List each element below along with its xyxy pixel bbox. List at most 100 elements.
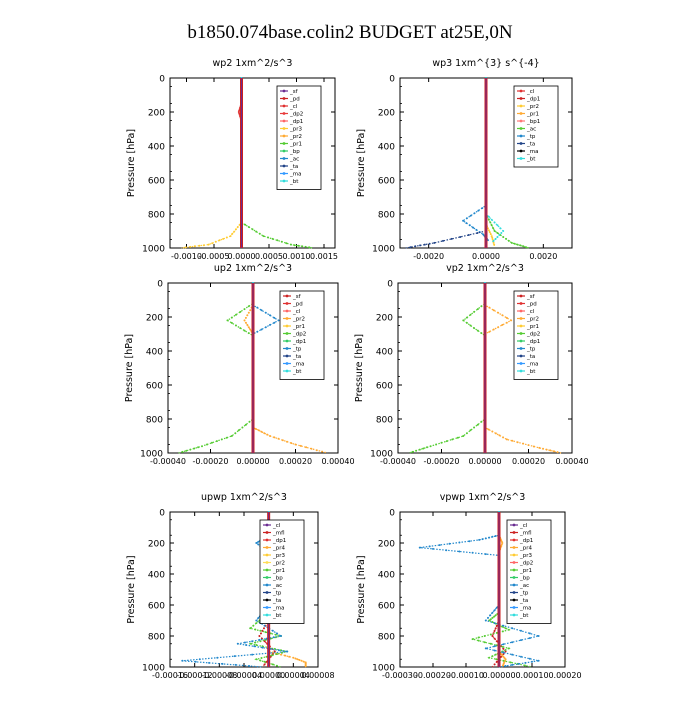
series-marker xyxy=(243,319,246,322)
series-marker xyxy=(493,637,496,640)
y-tick-label: 0 xyxy=(389,75,395,85)
series-marker xyxy=(462,435,465,437)
legend-marker xyxy=(512,538,516,542)
series-marker xyxy=(230,321,233,324)
y-tick-label: 600 xyxy=(376,382,393,392)
series-marker xyxy=(497,326,500,329)
legend-label: _ma xyxy=(526,149,538,155)
series-marker xyxy=(473,212,476,215)
y-axis-label: Pressure [hPa] xyxy=(354,334,365,402)
series-marker xyxy=(257,616,260,619)
legend-marker xyxy=(282,97,286,100)
series-marker xyxy=(296,658,299,661)
legend-marker xyxy=(512,606,516,609)
y-tick-label: 600 xyxy=(148,602,165,612)
series-marker xyxy=(469,214,472,217)
series-marker xyxy=(493,649,496,652)
y-tick-label: 200 xyxy=(376,314,393,324)
series-marker xyxy=(500,653,503,656)
series-marker xyxy=(476,423,479,426)
series-marker xyxy=(235,228,237,231)
legend-label: _cl xyxy=(526,309,535,315)
series-marker xyxy=(221,662,224,665)
series-marker xyxy=(243,308,246,311)
series-marker xyxy=(293,244,296,247)
series-marker xyxy=(286,440,288,443)
series-marker xyxy=(467,234,470,236)
series-marker xyxy=(245,644,248,646)
x-tick-label: -0.00040 xyxy=(150,457,186,466)
series-marker xyxy=(473,327,476,330)
series-marker xyxy=(542,447,544,450)
legend-label: _pr2 xyxy=(289,134,302,140)
legend-label: _bt xyxy=(272,613,282,619)
legend-label: _pr1 xyxy=(526,112,539,118)
series-marker xyxy=(476,329,479,332)
series-marker xyxy=(241,426,244,429)
series-marker xyxy=(489,633,492,636)
series-marker xyxy=(299,444,302,447)
series-marker xyxy=(249,309,252,312)
legend-marker xyxy=(519,294,523,298)
legend-label: _pr1 xyxy=(289,142,302,148)
y-tick-label: 1000 xyxy=(140,450,163,460)
legend-label: _pr4 xyxy=(272,546,286,552)
legend-label: _dp2 xyxy=(526,332,540,338)
legend-marker xyxy=(519,302,523,305)
series-marker xyxy=(247,305,250,308)
series-marker xyxy=(484,537,487,540)
legend: _cl _dp1_pr2 _pr1_bp1 _ac_tp _ta_ma _bt xyxy=(513,85,559,168)
legend-label: _dp1 xyxy=(519,538,533,544)
legend-label: _ta xyxy=(526,142,535,148)
series-marker xyxy=(418,546,421,549)
legend-marker xyxy=(519,104,523,108)
legend-marker xyxy=(519,134,523,138)
series-marker xyxy=(258,638,261,641)
y-tick-label: 400 xyxy=(148,143,165,153)
series-marker xyxy=(523,664,526,667)
series-marker xyxy=(265,637,268,640)
legend-marker xyxy=(519,309,523,313)
legend-label: _sf xyxy=(526,294,536,300)
series-marker xyxy=(288,655,291,658)
series-marker xyxy=(218,239,221,242)
series-marker xyxy=(491,535,494,538)
series-line xyxy=(180,78,243,249)
series-marker xyxy=(484,619,487,622)
legend-marker xyxy=(512,583,516,587)
x-tick-label: -0.0010 xyxy=(171,252,202,261)
y-tick-label: 200 xyxy=(378,540,395,550)
legend-label: _pr3 xyxy=(519,553,533,559)
series-marker xyxy=(222,237,225,240)
series-marker xyxy=(502,647,505,650)
series-marker xyxy=(445,440,448,443)
series-marker xyxy=(494,653,497,656)
series-marker xyxy=(516,243,519,246)
legend-label: _pr1 xyxy=(526,324,539,330)
series-marker xyxy=(249,627,252,630)
series-marker xyxy=(451,438,454,441)
legend-marker xyxy=(282,119,286,123)
series-marker xyxy=(301,245,303,248)
series-marker xyxy=(264,311,267,314)
y-tick-label: 200 xyxy=(146,314,163,324)
series-marker xyxy=(273,650,276,653)
legend-label: _pd xyxy=(289,97,300,103)
series-marker xyxy=(438,544,441,547)
series-marker xyxy=(490,224,493,227)
legend-label: _pd xyxy=(292,302,303,308)
panel-3: up2 1xm^2/s^3 Pressure [hPa] 0 200 400 600 800… xyxy=(124,263,355,466)
legend-label: _mfl xyxy=(519,531,532,537)
series-marker xyxy=(269,435,271,437)
series-marker xyxy=(414,245,417,248)
x-tick-label: 0.00010 xyxy=(515,671,548,680)
series-marker xyxy=(495,658,498,661)
series-line xyxy=(485,78,505,244)
series-marker xyxy=(502,643,505,646)
series-marker xyxy=(255,622,258,625)
legend-label: _tp xyxy=(272,591,282,597)
series-marker xyxy=(193,447,196,450)
panel-title: vp2 1xm^2/s^3 xyxy=(446,263,524,274)
series-marker xyxy=(493,663,496,666)
x-tick-label: -0.00016 xyxy=(152,671,188,680)
